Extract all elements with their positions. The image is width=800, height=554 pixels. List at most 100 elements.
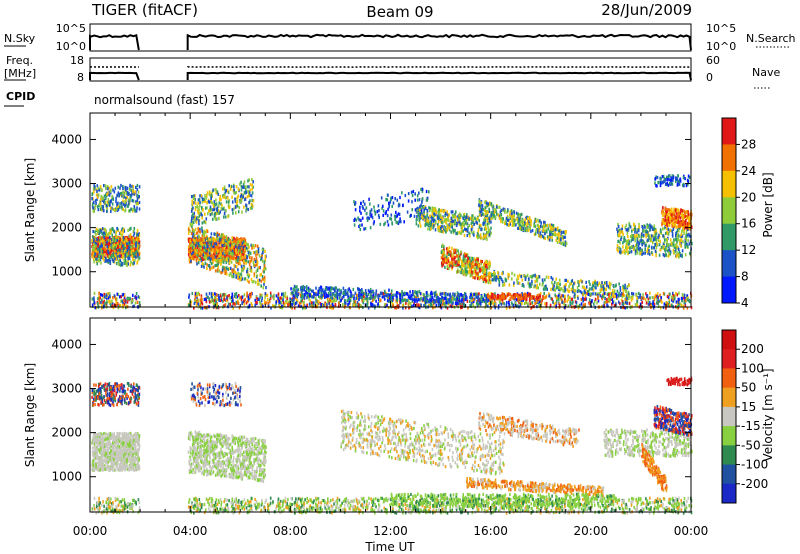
heatmap-cell	[353, 200, 355, 204]
heatmap-cell	[423, 218, 426, 222]
heatmap-cell	[371, 216, 374, 220]
heatmap-cell	[203, 243, 206, 247]
heatmap-cell	[119, 243, 121, 247]
heatmap-cell	[443, 251, 445, 255]
heatmap-cell	[249, 268, 252, 273]
heatmap-cell	[103, 253, 106, 257]
heatmap-cell	[120, 263, 122, 267]
heatmap-cell	[522, 223, 525, 227]
heatmap-cell	[129, 238, 132, 242]
heatmap-cell	[675, 238, 677, 242]
heatmap-cell	[212, 265, 215, 269]
heatmap-cell	[122, 185, 124, 189]
heatmap-cell	[617, 249, 619, 253]
heatmap-cell	[231, 268, 233, 272]
heatmap-cell	[484, 213, 487, 218]
heatmap-cell	[473, 233, 475, 237]
heatmap-cell	[262, 247, 265, 252]
heatmap-cell	[230, 184, 233, 188]
heatmap-cell	[197, 198, 200, 202]
heatmap-cell	[534, 224, 536, 228]
heatmap-cell	[94, 206, 96, 210]
heatmap-cell	[99, 239, 102, 243]
heatmap-cell	[517, 226, 519, 230]
heatmap-cell	[530, 223, 532, 227]
heatmap-cell	[598, 281, 601, 285]
heatmap-cell	[460, 268, 462, 272]
heatmap-cell	[672, 242, 675, 247]
heatmap-cell	[243, 205, 245, 209]
heatmap-cell	[134, 208, 136, 212]
heatmap-cell	[129, 233, 132, 237]
heatmap-cell	[619, 250, 621, 254]
heatmap-cell	[681, 249, 684, 253]
heatmap-cell	[133, 231, 136, 235]
heatmap-cell	[228, 251, 230, 255]
heatmap-cell	[662, 253, 665, 257]
heatmap-cell	[443, 254, 446, 258]
heatmap-cell	[235, 201, 238, 205]
heatmap-cell	[628, 241, 631, 245]
heatmap-cell	[193, 257, 195, 261]
heatmap-cell	[361, 205, 364, 209]
heatmap-cell	[233, 264, 235, 268]
heatmap-cell	[192, 196, 195, 201]
heatmap-cell	[212, 236, 214, 240]
heatmap-cell	[644, 225, 646, 229]
heatmap-cell	[189, 253, 191, 257]
heatmap-cell	[106, 192, 108, 196]
heatmap-cell	[94, 241, 97, 246]
heatmap-cell	[397, 204, 400, 208]
heatmap-cell	[473, 230, 475, 234]
heatmap-cell	[659, 228, 662, 232]
heatmap-cell	[525, 216, 527, 220]
heatmap-cell	[194, 227, 197, 231]
heatmap-cell	[517, 277, 520, 281]
heatmap-cell	[619, 241, 621, 245]
heatmap-cell	[111, 206, 113, 210]
heatmap-cell	[441, 254, 444, 258]
heatmap-cell	[94, 199, 97, 203]
heatmap-cell	[627, 239, 629, 244]
beam-title: Beam 09	[366, 3, 433, 21]
heatmap-cell	[481, 212, 484, 216]
heatmap-cell	[421, 187, 424, 191]
heatmap-cell	[132, 236, 134, 240]
heatmap-cell	[401, 191, 403, 195]
heatmap-cell	[248, 194, 250, 198]
heatmap-cell	[646, 233, 649, 237]
heatmap-cell	[454, 248, 457, 252]
heatmap-cell	[197, 253, 200, 258]
heatmap-cell	[233, 255, 235, 259]
heatmap-cell	[477, 271, 479, 275]
heatmap-cell	[198, 252, 201, 256]
heatmap-cell	[208, 200, 211, 204]
heatmap-cell	[215, 188, 217, 192]
heatmap-cell	[599, 288, 602, 292]
heatmap-cell	[552, 227, 554, 231]
heatmap-cell	[386, 198, 389, 202]
heatmap-cell	[105, 250, 108, 254]
heatmap-cell	[191, 243, 194, 247]
heatmap-cell	[415, 218, 418, 222]
heatmap-cell	[96, 205, 99, 209]
heatmap-cell	[473, 263, 476, 267]
heatmap-cell	[577, 289, 580, 293]
heatmap-cell	[456, 270, 458, 274]
heatmap-cell	[121, 207, 124, 211]
heatmap-cell	[485, 233, 488, 237]
heatmap-cell	[132, 189, 134, 193]
heatmap-cell	[646, 225, 648, 229]
heatmap-cell	[449, 219, 451, 223]
heatmap-cell	[416, 206, 419, 210]
heatmap-cell	[498, 283, 501, 287]
heatmap-cell	[429, 221, 431, 225]
heatmap-cell	[383, 223, 385, 227]
heatmap-cell	[250, 277, 253, 282]
heatmap-cell	[681, 229, 683, 234]
heatmap-cell	[462, 213, 465, 217]
heatmap-cell	[385, 198, 387, 202]
heatmap-cell	[480, 207, 482, 211]
heatmap-cell	[99, 252, 102, 256]
heatmap-cell	[517, 218, 520, 222]
